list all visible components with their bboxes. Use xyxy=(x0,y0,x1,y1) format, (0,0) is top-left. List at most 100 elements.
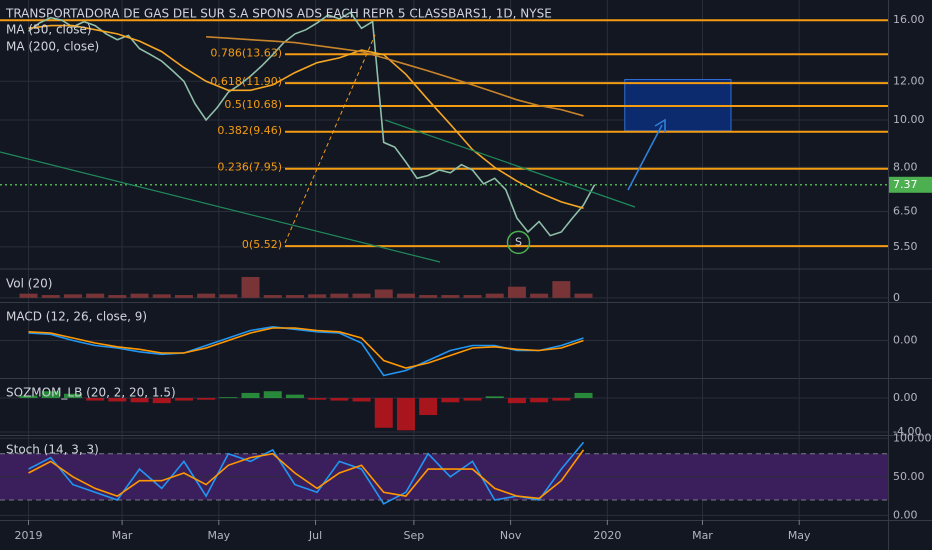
bar xyxy=(130,398,149,403)
bar xyxy=(41,391,60,399)
pane-title: MACD (12, 26, close, 9) xyxy=(6,310,147,324)
bar xyxy=(174,295,193,298)
bar xyxy=(552,398,571,401)
pane-title: SOZMOM_LB (20, 2, 20, 1.5) xyxy=(6,386,176,400)
fib-label: 0.786(13.63) xyxy=(210,46,282,59)
bar xyxy=(86,398,105,401)
bar xyxy=(530,293,549,298)
fib-label: 0.382(9.46) xyxy=(217,124,282,137)
series-line xyxy=(206,36,584,117)
y-tick-label: 16.00 xyxy=(893,13,925,26)
bar xyxy=(419,295,438,298)
pane-title: Vol (20) xyxy=(6,277,52,291)
annotation-text: S xyxy=(515,235,522,248)
series-line xyxy=(28,441,585,505)
x-tick-label: Mar xyxy=(692,529,713,542)
bar xyxy=(374,398,393,428)
bar xyxy=(19,293,38,298)
bar xyxy=(485,293,504,298)
legend-entry: MA (50, close) xyxy=(6,23,92,37)
bar xyxy=(308,398,327,400)
x-tick-label: Nov xyxy=(500,529,522,542)
bar xyxy=(19,395,38,399)
y-tick-label: 0.00 xyxy=(893,334,918,347)
bar xyxy=(352,293,371,298)
pane-title: Stoch (14, 3, 3) xyxy=(6,443,99,457)
trend-line xyxy=(384,119,636,208)
fib-label: 0.618(11.90) xyxy=(210,75,282,88)
bar xyxy=(396,293,415,298)
fib-anchor-line xyxy=(284,34,376,244)
y-tick-label: 8.00 xyxy=(893,160,918,173)
bar xyxy=(574,392,593,399)
y-tick-label: 0 xyxy=(893,291,900,304)
x-tick-label: 2020 xyxy=(593,529,621,542)
y-tick-label: 10.00 xyxy=(893,113,925,126)
series-line xyxy=(28,325,584,377)
bar xyxy=(219,294,238,298)
pane-title: TRANSPORTADORA DE GAS DEL SUR S.A SPONS … xyxy=(5,7,552,21)
last-price-box xyxy=(889,176,932,193)
x-tick-label: 2019 xyxy=(15,529,43,542)
bar xyxy=(352,398,371,402)
fib-label: 0.236(7.95) xyxy=(217,161,282,174)
bar xyxy=(507,286,526,298)
bar xyxy=(285,295,304,298)
bar xyxy=(219,397,238,399)
bar xyxy=(152,398,171,404)
fib-label: 0.5(10.68) xyxy=(224,98,282,111)
y-tick-label: 0.00 xyxy=(893,508,918,521)
bar xyxy=(285,394,304,399)
bar xyxy=(174,398,193,401)
bar xyxy=(419,398,438,416)
bar xyxy=(263,391,282,399)
bar xyxy=(530,398,549,403)
bar xyxy=(108,295,127,298)
y-tick-label: 50.00 xyxy=(893,470,925,483)
bar xyxy=(330,293,349,298)
bar xyxy=(330,398,349,401)
x-tick-label: May xyxy=(788,529,811,542)
plot xyxy=(0,11,888,505)
bar xyxy=(485,396,504,399)
bar xyxy=(374,289,393,298)
y-tick-label: 12.00 xyxy=(893,74,925,87)
legend-entry: MA (200, close) xyxy=(6,40,99,54)
bar xyxy=(241,276,260,298)
bar xyxy=(63,294,82,298)
bar xyxy=(86,293,105,298)
bar xyxy=(130,293,149,298)
bar xyxy=(197,398,216,400)
bar xyxy=(263,295,282,298)
bar xyxy=(41,295,60,298)
y-tick-label: 5.50 xyxy=(893,240,918,253)
bar xyxy=(241,392,260,399)
bar xyxy=(463,398,482,401)
bar xyxy=(552,281,571,298)
bar xyxy=(507,398,526,404)
y-tick-label: 100.00 xyxy=(893,431,932,444)
bar xyxy=(108,398,127,402)
series-line xyxy=(28,449,585,500)
x-tick-label: Mar xyxy=(112,529,133,542)
bar xyxy=(441,295,460,298)
series-line xyxy=(28,327,584,369)
last-price-label: 7.37 xyxy=(893,178,918,191)
bar xyxy=(197,293,216,298)
bar xyxy=(152,294,171,298)
forecast-arrow xyxy=(627,124,663,191)
fib-label: 0(5.52) xyxy=(242,238,282,251)
bar xyxy=(63,393,82,399)
y-tick-label: 6.50 xyxy=(893,204,918,217)
bar xyxy=(308,294,327,298)
x-tick-label: Sep xyxy=(404,529,425,542)
bar xyxy=(574,293,593,298)
bar xyxy=(463,295,482,298)
y-tick-label: -4.00 xyxy=(893,425,921,438)
forecast-arrow-head xyxy=(654,118,666,132)
series-line xyxy=(28,24,584,209)
x-tick-label: May xyxy=(207,529,230,542)
trend-line xyxy=(0,151,441,263)
bar xyxy=(441,398,460,403)
